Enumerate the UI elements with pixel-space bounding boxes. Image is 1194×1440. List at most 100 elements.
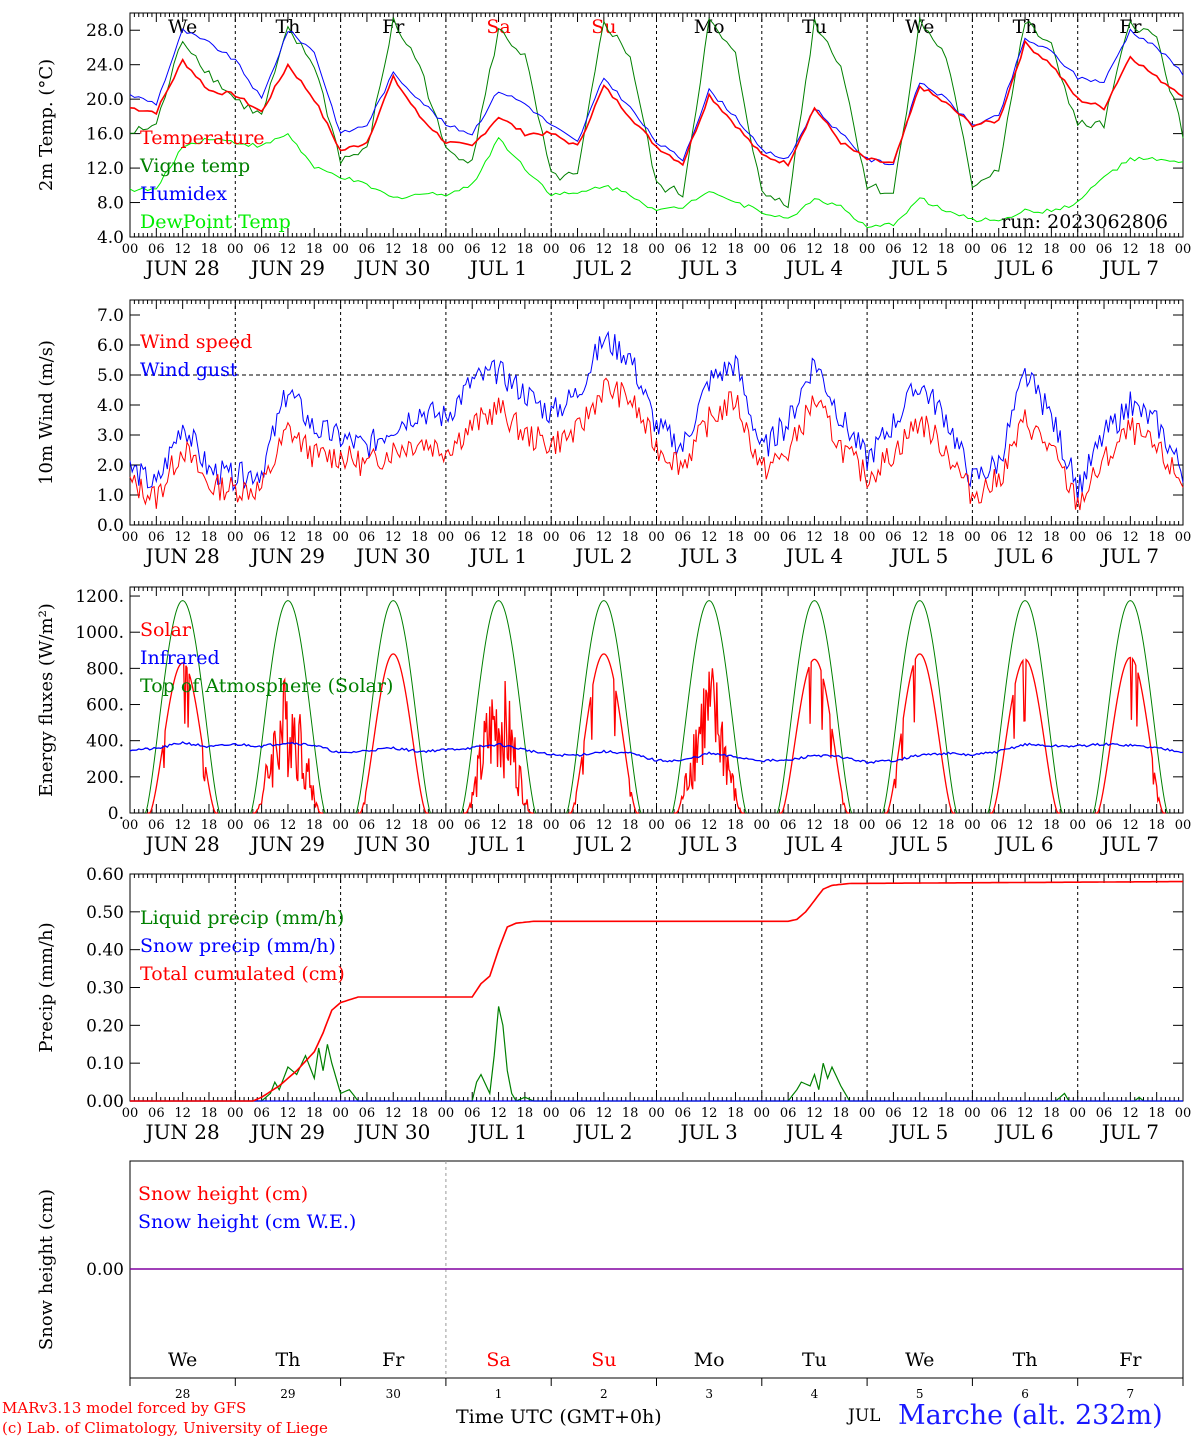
x-hour-label: 18 bbox=[201, 818, 218, 833]
x-hour-label: 06 bbox=[1096, 530, 1113, 545]
x-hour-label: 06 bbox=[1096, 818, 1113, 833]
y-tick-label: 2.0 bbox=[97, 456, 124, 476]
x-hour-label: 06 bbox=[990, 818, 1007, 833]
x-hour-label: 06 bbox=[675, 242, 692, 257]
x-hour-label: 12 bbox=[490, 1106, 507, 1121]
toa-solar-arc bbox=[250, 600, 326, 814]
x-hour-label: 12 bbox=[701, 818, 718, 833]
y-tick-label: 800. bbox=[86, 659, 124, 679]
x-hour-label: 06 bbox=[253, 242, 270, 257]
x-hour-label: 00 bbox=[438, 530, 455, 545]
toa-solar-arc bbox=[144, 600, 221, 814]
weekday-label: Mo bbox=[694, 1349, 725, 1371]
legend-entry: Liquid precip (mm/h) bbox=[140, 907, 344, 929]
weekday-label: We bbox=[905, 16, 934, 38]
x-date-label: JUL 5 bbox=[889, 832, 948, 856]
x-date-label: JUL 6 bbox=[994, 832, 1053, 856]
x-date-label: JUL 2 bbox=[573, 1120, 632, 1144]
x-date-label: JUL 3 bbox=[679, 544, 738, 568]
series-solar bbox=[568, 653, 639, 814]
x-hour-label: 06 bbox=[359, 530, 376, 545]
panel-4: 0.00 0.10 0.20 0.30 0.40 0.50 0.60 Precip (mm/h… bbox=[36, 865, 1191, 1144]
x-hour-label: 00 bbox=[859, 242, 876, 257]
series-solar bbox=[1095, 656, 1166, 814]
weekday-label: Fr bbox=[1119, 16, 1142, 38]
x-hour-label: 00 bbox=[1069, 530, 1086, 545]
legend-entry: Snow height (cm W.E.) bbox=[138, 1211, 356, 1233]
x-hour-label: 12 bbox=[806, 818, 823, 833]
x-hour-label: 18 bbox=[938, 530, 955, 545]
x-hour-label: 18 bbox=[1043, 1106, 1060, 1121]
x-hour-label: 18 bbox=[517, 242, 534, 257]
x-date-label: JUL 7 bbox=[1100, 832, 1159, 856]
x-hour-label: 12 bbox=[911, 242, 928, 257]
series-infrared bbox=[129, 741, 1184, 765]
x-hour-label: 06 bbox=[253, 530, 270, 545]
series-vigne-temp bbox=[129, 16, 1184, 209]
x-date-label: JUN 29 bbox=[249, 832, 325, 856]
x-day-number: 3 bbox=[705, 1387, 713, 1401]
x-hour-label: 00 bbox=[543, 242, 560, 257]
toa-solar-arc bbox=[671, 600, 747, 814]
x-date-label: JUL 4 bbox=[784, 256, 843, 280]
legend-entry: DewPoint Temp bbox=[140, 211, 291, 233]
weekday-label: Sa bbox=[486, 16, 510, 38]
y-tick-label: 0.00 bbox=[86, 1092, 124, 1112]
x-hour-label: 00 bbox=[227, 242, 244, 257]
x-hour-label: 18 bbox=[1148, 1106, 1165, 1121]
x-hour-label: 00 bbox=[332, 530, 349, 545]
x-day-number: 4 bbox=[811, 1387, 819, 1401]
y-axis-label: 10m Wind (m/s) bbox=[36, 340, 57, 485]
x-date-label: JUL 4 bbox=[784, 1120, 843, 1144]
x-hour-label: 06 bbox=[359, 818, 376, 833]
x-hour-label: 18 bbox=[833, 1106, 850, 1121]
weekday-label: Mo bbox=[694, 16, 725, 38]
x-hour-label: 18 bbox=[411, 1106, 428, 1121]
x-hour-label: 12 bbox=[911, 530, 928, 545]
series-solar bbox=[463, 680, 534, 814]
x-date-label: JUL 1 bbox=[468, 544, 527, 568]
x-hour-label: 18 bbox=[306, 530, 323, 545]
x-hour-label: 00 bbox=[648, 242, 665, 257]
x-hour-label: 06 bbox=[675, 1106, 692, 1121]
x-day-number: 5 bbox=[916, 1387, 924, 1401]
x-hour-label: 12 bbox=[596, 530, 613, 545]
toa-solar-arc bbox=[355, 600, 431, 814]
y-tick-label: 3.0 bbox=[97, 426, 124, 446]
x-hour-label: 18 bbox=[201, 1106, 218, 1121]
x-hour-label: 00 bbox=[438, 242, 455, 257]
series-solar bbox=[990, 658, 1061, 814]
x-hour-label: 06 bbox=[1096, 242, 1113, 257]
y-tick-label: 5.0 bbox=[97, 366, 124, 386]
toa-solar-arc bbox=[987, 600, 1063, 814]
x-hour-label: 12 bbox=[490, 242, 507, 257]
x-date-label: JUL 7 bbox=[1100, 1120, 1159, 1144]
x-date-label: JUN 28 bbox=[144, 256, 220, 280]
weekday-label: Fr bbox=[1119, 1349, 1142, 1371]
run-label: run: 2023062806 bbox=[1001, 211, 1168, 233]
weekday-label: We bbox=[168, 1349, 197, 1371]
legend-entry: Vigne temp bbox=[139, 155, 250, 177]
x-hour-label: 18 bbox=[1043, 818, 1060, 833]
x-hour-label: 00 bbox=[859, 530, 876, 545]
y-tick-label: 1.0 bbox=[97, 486, 124, 506]
x-hour-label: 18 bbox=[622, 530, 639, 545]
x-hour-label: 00 bbox=[1069, 1106, 1086, 1121]
x-hour-label: 00 bbox=[964, 1106, 981, 1121]
y-tick-label: 0. bbox=[108, 804, 124, 824]
x-hour-label: 18 bbox=[727, 242, 744, 257]
x-hour-label: 06 bbox=[885, 1106, 902, 1121]
series-dewpoint-temp bbox=[129, 133, 1184, 229]
x-hour-label: 06 bbox=[359, 1106, 376, 1121]
x-day-number: 6 bbox=[1021, 1387, 1029, 1401]
series-total-cumulated-cm- bbox=[130, 880, 1183, 1102]
x-date-label: JUN 29 bbox=[249, 1120, 325, 1144]
toa-solar-arc bbox=[882, 600, 958, 814]
x-hour-label: 00 bbox=[543, 1106, 560, 1121]
toa-solar-arc bbox=[1092, 600, 1169, 814]
x-hour-label: 00 bbox=[332, 1106, 349, 1121]
x-hour-label: 06 bbox=[569, 530, 586, 545]
y-tick-label: 28.0 bbox=[86, 21, 124, 41]
x-hour-label: 12 bbox=[174, 242, 191, 257]
series-wind-speed bbox=[129, 377, 1184, 511]
